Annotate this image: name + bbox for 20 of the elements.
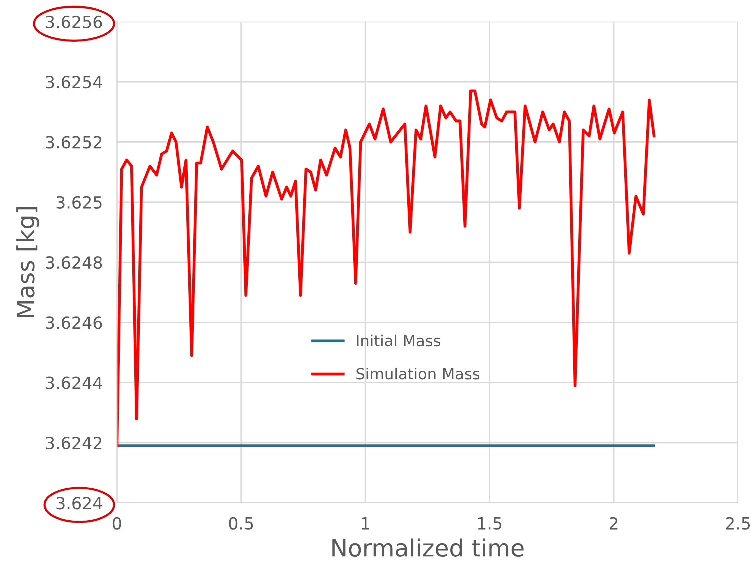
x-tick-label: 0.5 [229,517,254,530]
x-tick-label: 2 [610,517,618,530]
x-tick-label: 1.5 [478,518,502,530]
x-tick-label: 1 [362,518,370,530]
y-tick-label: 3.6256 [46,16,102,28]
x-tick-label: 0 [112,517,122,530]
y-tick-label: 3.6254 [46,76,102,89]
x-tick-label: 2.5 [726,517,750,530]
y-tick-label: 3.6252 [46,136,102,149]
legend-label: Simulation Mass [356,368,480,380]
legend-label: Initial Mass [357,334,441,347]
y-axis-title: Mass [kg] [16,208,40,318]
y-tick-label: 3.6242 [46,436,102,450]
y-tick-label: 3.6244 [46,376,102,390]
line-series [117,90,656,448]
y-tick-label: 3.6248 [46,256,102,270]
x-axis-title: Normalized time [332,538,524,557]
y-tick-label: 3.624 [56,497,102,510]
y-tick-label: 3.6246 [46,316,102,330]
y-tick-label: 3.625 [56,196,102,209]
